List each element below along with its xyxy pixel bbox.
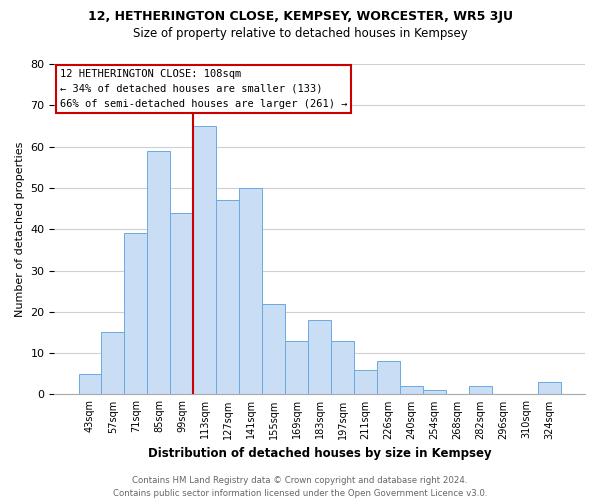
Y-axis label: Number of detached properties: Number of detached properties xyxy=(15,142,25,317)
Bar xyxy=(217,200,239,394)
Bar xyxy=(469,386,492,394)
Bar xyxy=(239,188,262,394)
Bar xyxy=(101,332,124,394)
Bar xyxy=(354,370,377,394)
Bar xyxy=(262,304,285,394)
Bar xyxy=(538,382,561,394)
Bar xyxy=(148,150,170,394)
Bar xyxy=(308,320,331,394)
Bar xyxy=(331,340,354,394)
Bar xyxy=(377,362,400,394)
Text: Size of property relative to detached houses in Kempsey: Size of property relative to detached ho… xyxy=(133,28,467,40)
Text: 12 HETHERINGTON CLOSE: 108sqm
← 34% of detached houses are smaller (133)
66% of : 12 HETHERINGTON CLOSE: 108sqm ← 34% of d… xyxy=(60,69,347,108)
Bar xyxy=(79,374,101,394)
Bar xyxy=(400,386,423,394)
Bar xyxy=(124,234,148,394)
Bar xyxy=(285,340,308,394)
Bar xyxy=(193,126,217,394)
Text: Contains HM Land Registry data © Crown copyright and database right 2024.
Contai: Contains HM Land Registry data © Crown c… xyxy=(113,476,487,498)
X-axis label: Distribution of detached houses by size in Kempsey: Distribution of detached houses by size … xyxy=(148,447,491,460)
Bar xyxy=(423,390,446,394)
Bar xyxy=(170,212,193,394)
Text: 12, HETHERINGTON CLOSE, KEMPSEY, WORCESTER, WR5 3JU: 12, HETHERINGTON CLOSE, KEMPSEY, WORCEST… xyxy=(88,10,512,23)
